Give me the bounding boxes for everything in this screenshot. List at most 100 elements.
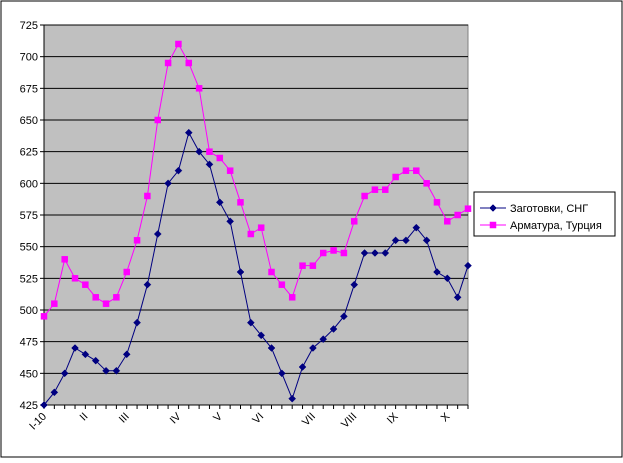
data-point [102, 366, 110, 375]
data-point [184, 128, 193, 137]
data-point [82, 281, 89, 288]
data-point [392, 173, 399, 181]
data-point [340, 249, 348, 257]
data-point [144, 192, 151, 200]
series-layer [40, 40, 472, 409]
data-point [257, 331, 266, 340]
data-point [412, 223, 421, 232]
data-point [215, 198, 224, 207]
data-point [329, 325, 338, 333]
data-point [237, 199, 244, 206]
y-tick-label: 550 [20, 242, 38, 254]
data-point [402, 236, 410, 245]
data-point [174, 166, 183, 175]
data-point [50, 388, 59, 397]
y-tick-label: 625 [20, 147, 38, 159]
data-point [40, 401, 48, 409]
data-point [123, 268, 130, 276]
data-point [113, 294, 120, 301]
data-point [361, 192, 368, 200]
data-point [423, 180, 430, 187]
data-point [371, 249, 379, 257]
data-point [195, 85, 203, 92]
data-point [185, 59, 193, 67]
data-point [309, 262, 317, 269]
data-point [298, 363, 307, 371]
legend-box [473, 191, 616, 237]
data-point [444, 218, 451, 225]
data-point [216, 154, 224, 162]
data-point [350, 218, 358, 225]
data-point [319, 249, 327, 257]
data-point [422, 236, 431, 245]
y-tick-label: 500 [20, 305, 38, 317]
data-point [453, 293, 462, 302]
data-point [464, 205, 472, 212]
data-point [133, 237, 141, 244]
data-point [60, 369, 69, 378]
y-tick-label: 575 [20, 210, 38, 222]
y-tick-label: 650 [20, 115, 38, 127]
data-point [288, 394, 297, 403]
data-point [61, 256, 68, 263]
data-point [247, 230, 255, 238]
y-tick-label: 700 [20, 52, 38, 64]
data-point [206, 148, 213, 155]
data-point [71, 344, 79, 352]
data-point [164, 59, 172, 67]
data-point [413, 167, 420, 174]
data-point [195, 147, 203, 156]
data-point [309, 344, 317, 352]
y-tick-label: 675 [20, 83, 38, 95]
data-point [360, 249, 369, 257]
data-point [92, 294, 99, 301]
y-tick-label: 600 [20, 178, 38, 190]
data-point [91, 356, 100, 365]
data-point [112, 366, 121, 375]
data-point [154, 116, 162, 124]
series-1 [40, 128, 472, 409]
data-point [371, 186, 379, 193]
data-point [257, 224, 265, 231]
data-point [143, 280, 152, 289]
data-point [319, 335, 328, 343]
data-point [71, 275, 79, 282]
y-tick-label: 725 [20, 20, 38, 32]
series-2 [40, 40, 472, 320]
data-point [454, 211, 461, 219]
y-tick-label: 475 [20, 337, 38, 349]
data-point [278, 369, 286, 378]
y-tick-label: 425 [20, 400, 38, 412]
data-point [122, 350, 131, 359]
data-point [226, 217, 234, 226]
data-point [464, 261, 472, 270]
data-point [443, 274, 452, 283]
data-point [381, 249, 390, 257]
legend: Заготовки, СНГ Арматура, Турция [473, 191, 616, 237]
data-point [267, 344, 276, 352]
data-point [102, 300, 110, 307]
gridlines [44, 24, 468, 374]
data-point [299, 262, 306, 269]
data-point [382, 186, 389, 193]
data-point [402, 167, 410, 174]
data-point [51, 300, 58, 307]
y-tick-label: 450 [20, 368, 38, 380]
data-point [350, 280, 359, 289]
legend-marker [489, 221, 497, 229]
legend-marker [489, 204, 497, 212]
data-point [330, 247, 337, 254]
data-point [226, 167, 234, 174]
legend-label: Заготовки, СНГ [510, 203, 588, 215]
data-point [433, 199, 441, 206]
data-point [278, 281, 286, 288]
data-point [153, 230, 162, 238]
data-point [133, 318, 141, 327]
data-point [246, 318, 255, 327]
data-point [288, 294, 296, 301]
data-point [433, 268, 441, 276]
data-point [164, 179, 172, 188]
data-point [81, 350, 90, 359]
